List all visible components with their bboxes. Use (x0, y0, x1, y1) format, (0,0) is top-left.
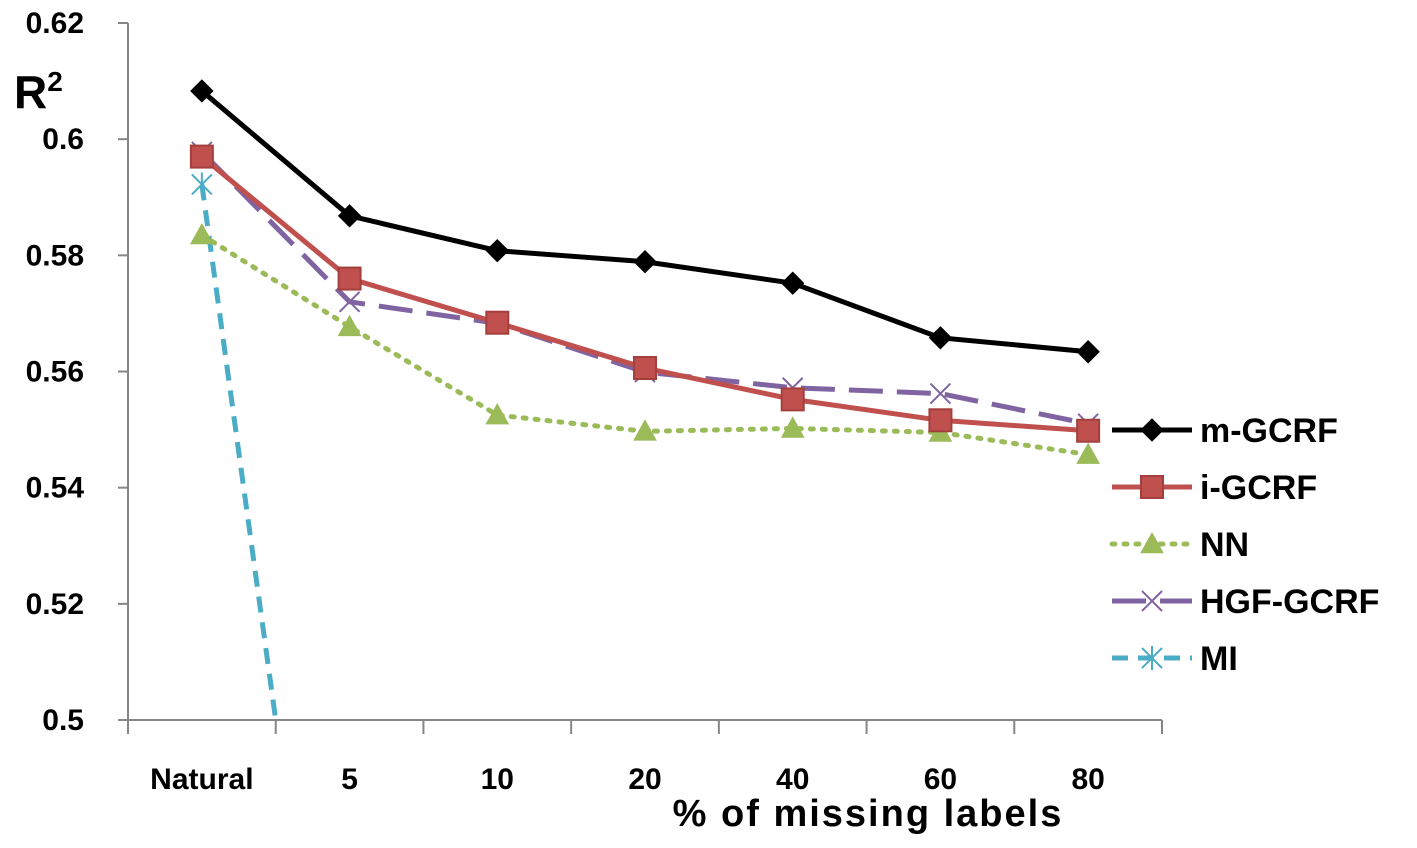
legend-item-i-gcrf: i-GCRF (1112, 469, 1317, 507)
y-tick-label: 0.6 (42, 123, 84, 156)
legend-label: MI (1200, 640, 1238, 678)
x-tick-label: 40 (776, 763, 809, 796)
data-point-i-gcrf (337, 266, 362, 291)
legend-label: NN (1200, 526, 1249, 564)
y-tick-label: 0.56 (26, 356, 84, 389)
y-ticks: 0.5 0.52 0.54 0.56 0.58 0.6 0.62 (26, 7, 128, 737)
legend-marker (1140, 475, 1164, 499)
x-tick-label: 80 (1071, 763, 1104, 796)
data-point-nn (485, 403, 510, 425)
data-point-m-gcrf (781, 271, 805, 295)
x-axis-title: % of missing labels (673, 793, 1064, 835)
y-axis-title-base: R (14, 66, 47, 118)
marker-stroke (1141, 590, 1163, 612)
legend-marker (1140, 418, 1164, 442)
series-hgf-gcrf (191, 141, 1099, 435)
legend-marker (1141, 646, 1163, 670)
y-axis-title: R2 (14, 66, 63, 118)
y-tick-label: 0.58 (26, 239, 84, 272)
x-tick-label: 10 (481, 763, 514, 796)
data-point-nn (190, 222, 214, 245)
x-tick-label: 5 (341, 763, 358, 796)
series-nn (190, 222, 1100, 464)
data-point-nn (337, 314, 362, 337)
data-point-mi (191, 172, 213, 197)
y-tick-label: 0.52 (26, 588, 84, 621)
legend-label: i-GCRF (1200, 469, 1317, 507)
legend-item-mi: MI (1112, 640, 1238, 678)
data-point-nn (633, 419, 657, 441)
data-point-m-gcrf (485, 238, 509, 263)
series-m-gcrf (190, 79, 1100, 364)
y-tick-label: 0.62 (26, 7, 84, 40)
data-point-nn (780, 416, 805, 438)
data-point-i-gcrf (633, 356, 657, 381)
data-point-m-gcrf (1076, 340, 1100, 364)
data-point-nn (1076, 442, 1100, 464)
data-point-i-gcrf (189, 144, 214, 169)
series-line-i-gcrf (200, 154, 1089, 434)
legend-item-hgf-gcrf: HGF-GCRF (1112, 583, 1379, 621)
marker-stroke (338, 291, 361, 313)
x-ticks: Natural 5 10 20 40 60 80 (127, 720, 1163, 796)
x-tick-label: 20 (628, 763, 661, 796)
legend-marker (1140, 531, 1164, 554)
y-tick-label: 0.54 (26, 472, 85, 505)
data-point-i-gcrf (780, 387, 805, 412)
data-point-hgf-gcrf (338, 291, 361, 313)
y-axis-title-superscript: 2 (47, 66, 63, 97)
legend: m-GCRF i-GCRF NN HGF-GCRF MI (1109, 412, 1379, 678)
data-point-m-gcrf (190, 79, 214, 103)
legend-item-m-gcrf: m-GCRF (1112, 412, 1338, 450)
series-layer (189, 79, 1101, 721)
data-point-i-gcrf (928, 408, 953, 433)
series-mi (191, 172, 279, 721)
data-point-m-gcrf (633, 250, 657, 274)
marker-stroke (929, 382, 952, 405)
y-tick-label: 0.5 (42, 704, 84, 737)
legend-marker (1141, 590, 1163, 612)
series-line-m-gcrf (200, 89, 1089, 355)
legend-item-nn: NN (1109, 526, 1249, 564)
data-point-m-gcrf (928, 326, 953, 350)
data-point-m-gcrf (337, 204, 362, 228)
x-tick-label: Natural (150, 763, 253, 796)
x-tick-label: 60 (924, 763, 957, 796)
legend-label: HGF-GCRF (1200, 583, 1379, 621)
data-point-i-gcrf (1076, 418, 1101, 443)
data-point-hgf-gcrf (929, 382, 952, 405)
series-i-gcrf (189, 144, 1101, 443)
series-line-mi (199, 184, 279, 721)
data-point-i-gcrf (485, 310, 510, 335)
legend-label: m-GCRF (1200, 412, 1338, 450)
series-line-hgf-gcrf (200, 150, 1089, 427)
